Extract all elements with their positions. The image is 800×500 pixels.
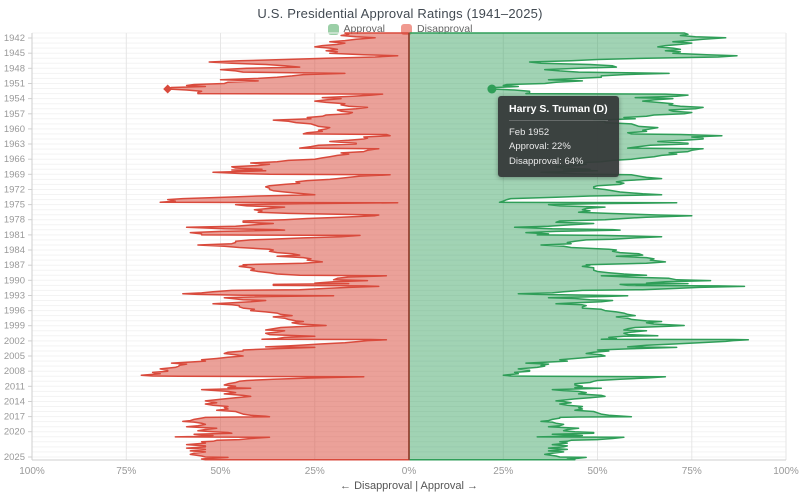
svg-text:100%: 100%: [19, 466, 45, 477]
svg-text:1954: 1954: [4, 94, 25, 105]
x-axis-title: ← Disapproval | Approval →: [340, 480, 478, 492]
x-axis-labels: 100% 75% 50% 25% 0% 25% 50% 75% 100%: [19, 466, 799, 477]
svg-text:1960: 1960: [4, 124, 25, 135]
disapproval-hover-marker[interactable]: [163, 84, 173, 94]
approval-swatch-icon: [327, 23, 339, 35]
legend-label-approval: Approval: [343, 23, 385, 35]
svg-text:25%: 25%: [493, 466, 513, 477]
svg-text:1957: 1957: [4, 109, 25, 120]
legend-item-disapproval[interactable]: Disapproval: [401, 23, 472, 35]
svg-text:1972: 1972: [4, 185, 25, 196]
svg-text:2008: 2008: [4, 366, 25, 377]
svg-text:1984: 1984: [4, 245, 25, 256]
svg-text:50%: 50%: [210, 466, 230, 477]
svg-text:1999: 1999: [4, 321, 25, 332]
legend: Approval Disapproval: [0, 23, 800, 35]
svg-text:1948: 1948: [4, 63, 25, 74]
legend-item-approval[interactable]: Approval: [327, 23, 385, 35]
chart-title: U.S. Presidential Approval Ratings (1941…: [257, 6, 543, 21]
svg-text:2020: 2020: [4, 427, 25, 438]
svg-text:2011: 2011: [5, 381, 25, 392]
svg-text:1945: 1945: [4, 48, 25, 59]
y-axis-labels: 1942 1945 1948 1951 1954 1957 1960 1963 1966 1969…: [4, 33, 32, 463]
svg-text:1996: 1996: [4, 306, 25, 317]
svg-text:50%: 50%: [587, 466, 607, 477]
svg-text:2017: 2017: [4, 412, 25, 423]
svg-text:1978: 1978: [4, 215, 25, 226]
svg-text:75%: 75%: [682, 466, 702, 477]
svg-text:1993: 1993: [4, 291, 25, 302]
legend-label-disapproval: Disapproval: [417, 23, 473, 35]
svg-text:1990: 1990: [4, 275, 25, 286]
approval-area[interactable]: [408, 32, 750, 461]
svg-text:1951: 1951: [4, 79, 25, 90]
svg-text:75%: 75%: [116, 466, 136, 477]
svg-text:1975: 1975: [4, 200, 25, 211]
svg-text:2002: 2002: [4, 336, 25, 347]
approval-hover-marker[interactable]: [487, 84, 497, 94]
svg-text:1987: 1987: [4, 260, 25, 271]
svg-text:1966: 1966: [4, 154, 25, 165]
svg-text:1969: 1969: [4, 169, 25, 180]
svg-text:0%: 0%: [402, 466, 417, 477]
svg-text:2005: 2005: [4, 351, 25, 362]
svg-text:2014: 2014: [4, 397, 25, 408]
svg-text:2025: 2025: [4, 452, 25, 463]
disapproval-area[interactable]: [140, 32, 410, 461]
svg-text:1981: 1981: [4, 230, 25, 241]
svg-text:100%: 100%: [773, 466, 799, 477]
disapproval-swatch-icon: [401, 23, 412, 35]
svg-text:25%: 25%: [305, 466, 325, 477]
svg-text:1963: 1963: [4, 139, 25, 150]
svg-text:1942: 1942: [4, 33, 25, 44]
